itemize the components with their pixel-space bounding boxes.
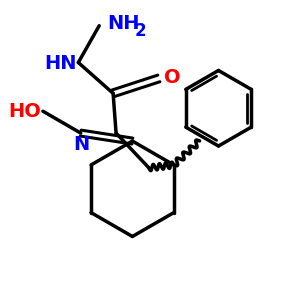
Text: HO: HO [8, 102, 41, 121]
Text: O: O [164, 68, 180, 87]
Text: HN: HN [44, 54, 76, 73]
Text: NH: NH [107, 14, 140, 33]
Text: N: N [74, 135, 90, 154]
Text: 2: 2 [135, 22, 147, 40]
